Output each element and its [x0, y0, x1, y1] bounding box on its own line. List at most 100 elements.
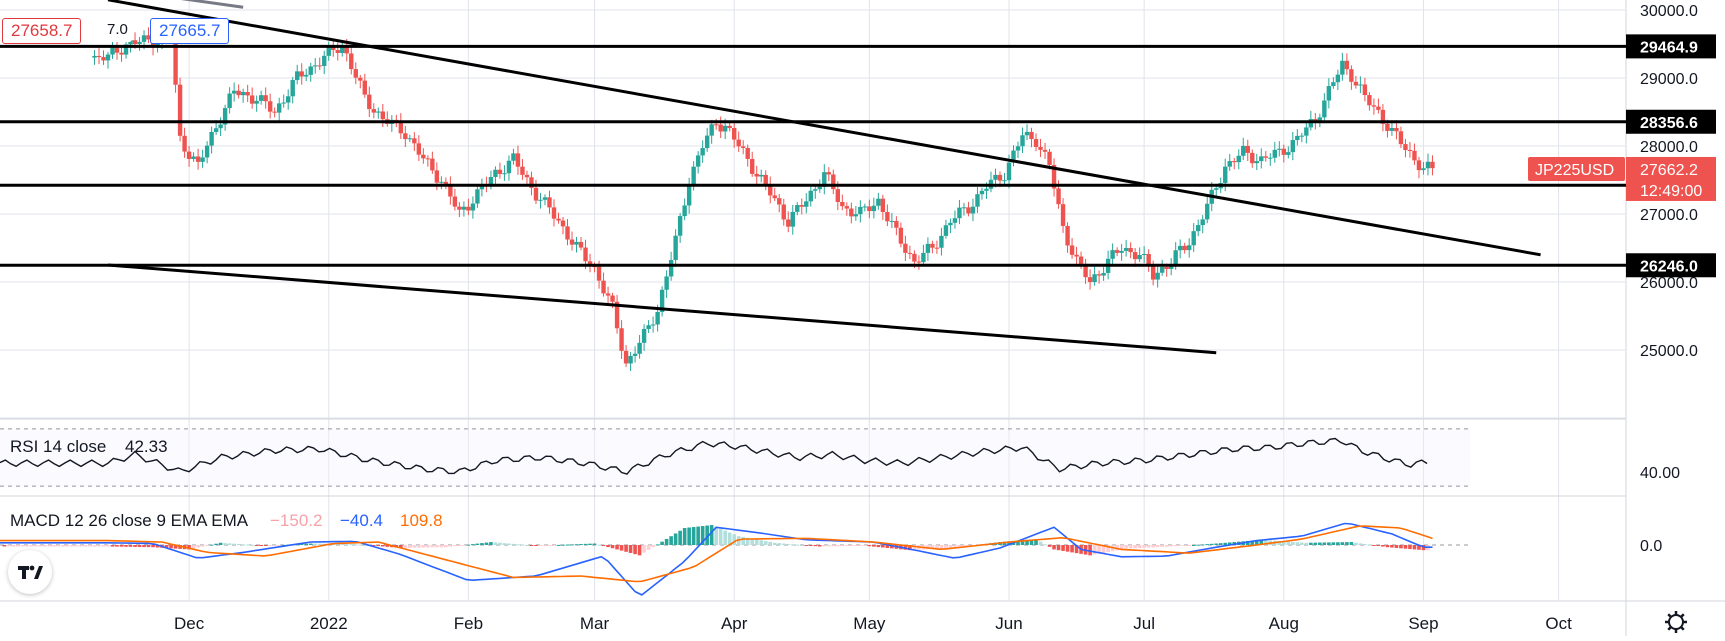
candle[interactable]: [506, 155, 512, 181]
candle[interactable]: [1358, 76, 1363, 94]
candle[interactable]: [340, 40, 345, 57]
candle[interactable]: [808, 184, 813, 207]
candle[interactable]: [1196, 219, 1201, 237]
candle[interactable]: [1254, 153, 1259, 171]
trendline[interactable]: [107, 0, 1541, 257]
candle[interactable]: [1407, 142, 1413, 158]
candle[interactable]: [641, 324, 647, 351]
candle[interactable]: [1038, 138, 1043, 158]
candle[interactable]: [326, 41, 331, 61]
candle[interactable]: [673, 229, 678, 268]
candle[interactable]: [105, 51, 111, 69]
candle[interactable]: [934, 240, 940, 254]
candle[interactable]: [637, 334, 642, 359]
candle[interactable]: [524, 170, 530, 184]
candle[interactable]: [916, 255, 922, 270]
candle[interactable]: [790, 204, 795, 235]
ask-price-box[interactable]: 27665.7: [150, 18, 230, 44]
candle[interactable]: [867, 199, 872, 219]
candle[interactable]: [894, 216, 899, 236]
candle[interactable]: [574, 236, 579, 253]
candle[interactable]: [1416, 156, 1422, 179]
candle[interactable]: [177, 77, 183, 142]
candle[interactable]: [1245, 139, 1250, 162]
candle[interactable]: [173, 35, 178, 93]
candle[interactable]: [871, 197, 877, 219]
candle[interactable]: [686, 177, 692, 214]
candle[interactable]: [358, 74, 363, 89]
candle[interactable]: [826, 167, 831, 182]
candle[interactable]: [322, 50, 327, 75]
price-pane[interactable]: [0, 0, 1626, 371]
candle[interactable]: [741, 140, 746, 155]
candle[interactable]: [943, 219, 949, 239]
candle[interactable]: [876, 192, 881, 210]
candle[interactable]: [452, 188, 458, 211]
candle[interactable]: [209, 126, 214, 154]
candle[interactable]: [727, 122, 732, 132]
candle[interactable]: [200, 149, 205, 168]
candle[interactable]: [349, 45, 354, 75]
candle[interactable]: [1263, 151, 1268, 162]
candle[interactable]: [1119, 244, 1124, 261]
candle[interactable]: [520, 159, 525, 180]
candle[interactable]: [979, 187, 985, 200]
candle[interactable]: [249, 87, 255, 109]
candle[interactable]: [1232, 157, 1237, 170]
candle[interactable]: [849, 202, 854, 224]
candle[interactable]: [948, 218, 953, 234]
candle[interactable]: [1060, 198, 1066, 233]
candle[interactable]: [1295, 129, 1300, 146]
candle[interactable]: [1286, 146, 1291, 159]
candle[interactable]: [677, 212, 683, 243]
candle[interactable]: [313, 58, 318, 74]
candle[interactable]: [786, 211, 791, 233]
candle[interactable]: [885, 204, 890, 227]
candle[interactable]: [903, 235, 908, 261]
candle[interactable]: [227, 87, 232, 114]
candle[interactable]: [457, 202, 462, 218]
candle[interactable]: [844, 202, 850, 216]
candle[interactable]: [768, 176, 773, 204]
candle[interactable]: [1128, 242, 1133, 259]
candle[interactable]: [646, 320, 651, 333]
candle[interactable]: [556, 212, 561, 224]
candle[interactable]: [263, 87, 268, 109]
candle[interactable]: [92, 50, 97, 65]
candle[interactable]: [1074, 246, 1079, 265]
candles[interactable]: [92, 26, 1435, 371]
candle[interactable]: [1069, 238, 1075, 259]
candle[interactable]: [1349, 65, 1354, 90]
candle[interactable]: [299, 63, 304, 85]
candle[interactable]: [1096, 270, 1102, 284]
candle[interactable]: [961, 202, 967, 216]
candle[interactable]: [1187, 238, 1192, 258]
candle[interactable]: [682, 198, 687, 221]
candle[interactable]: [1412, 143, 1417, 165]
candle[interactable]: [623, 345, 629, 368]
candle[interactable]: [1087, 269, 1093, 290]
candle[interactable]: [804, 193, 809, 214]
candle[interactable]: [538, 192, 543, 209]
candle[interactable]: [704, 127, 710, 152]
candle[interactable]: [1394, 120, 1399, 140]
candle[interactable]: [1015, 141, 1021, 158]
candle[interactable]: [1123, 239, 1129, 257]
candle[interactable]: [1110, 243, 1115, 267]
candle[interactable]: [222, 104, 228, 131]
candle[interactable]: [493, 166, 498, 186]
candle[interactable]: [772, 187, 777, 202]
candle[interactable]: [921, 244, 926, 266]
candle[interactable]: [605, 286, 611, 304]
candle[interactable]: [795, 202, 800, 216]
candle[interactable]: [191, 152, 196, 162]
candle[interactable]: [781, 198, 786, 226]
candle[interactable]: [889, 213, 895, 229]
candle[interactable]: [569, 231, 575, 251]
candle[interactable]: [204, 141, 210, 164]
candle[interactable]: [245, 84, 250, 102]
candle[interactable]: [1182, 242, 1187, 254]
candle[interactable]: [1002, 173, 1007, 186]
candle[interactable]: [1299, 132, 1305, 143]
candle[interactable]: [1259, 148, 1264, 169]
